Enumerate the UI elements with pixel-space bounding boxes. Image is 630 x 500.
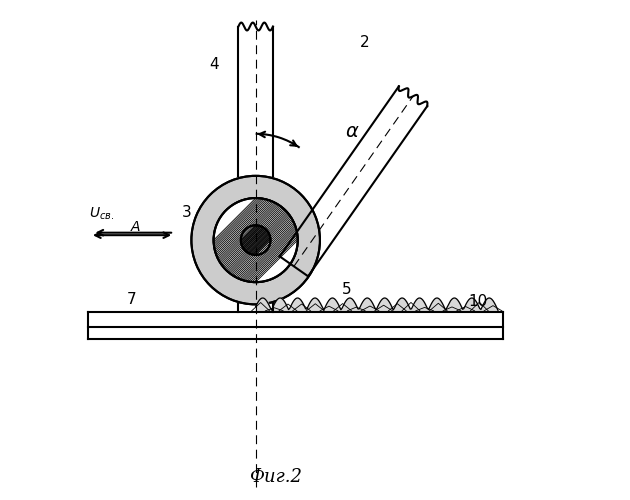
Text: $U_{св.}$: $U_{св.}$ xyxy=(89,206,114,222)
Text: 10: 10 xyxy=(469,294,488,310)
Text: 5: 5 xyxy=(342,282,352,297)
Text: $\alpha$: $\alpha$ xyxy=(345,122,359,141)
Text: Фиг.2: Фиг.2 xyxy=(249,468,302,486)
Text: 4: 4 xyxy=(209,57,219,72)
Text: 3: 3 xyxy=(181,206,192,220)
Wedge shape xyxy=(192,176,320,304)
Circle shape xyxy=(214,198,298,282)
Circle shape xyxy=(241,226,270,255)
Text: A: A xyxy=(131,220,140,234)
Text: 7: 7 xyxy=(127,292,137,307)
Text: 2: 2 xyxy=(360,35,369,50)
